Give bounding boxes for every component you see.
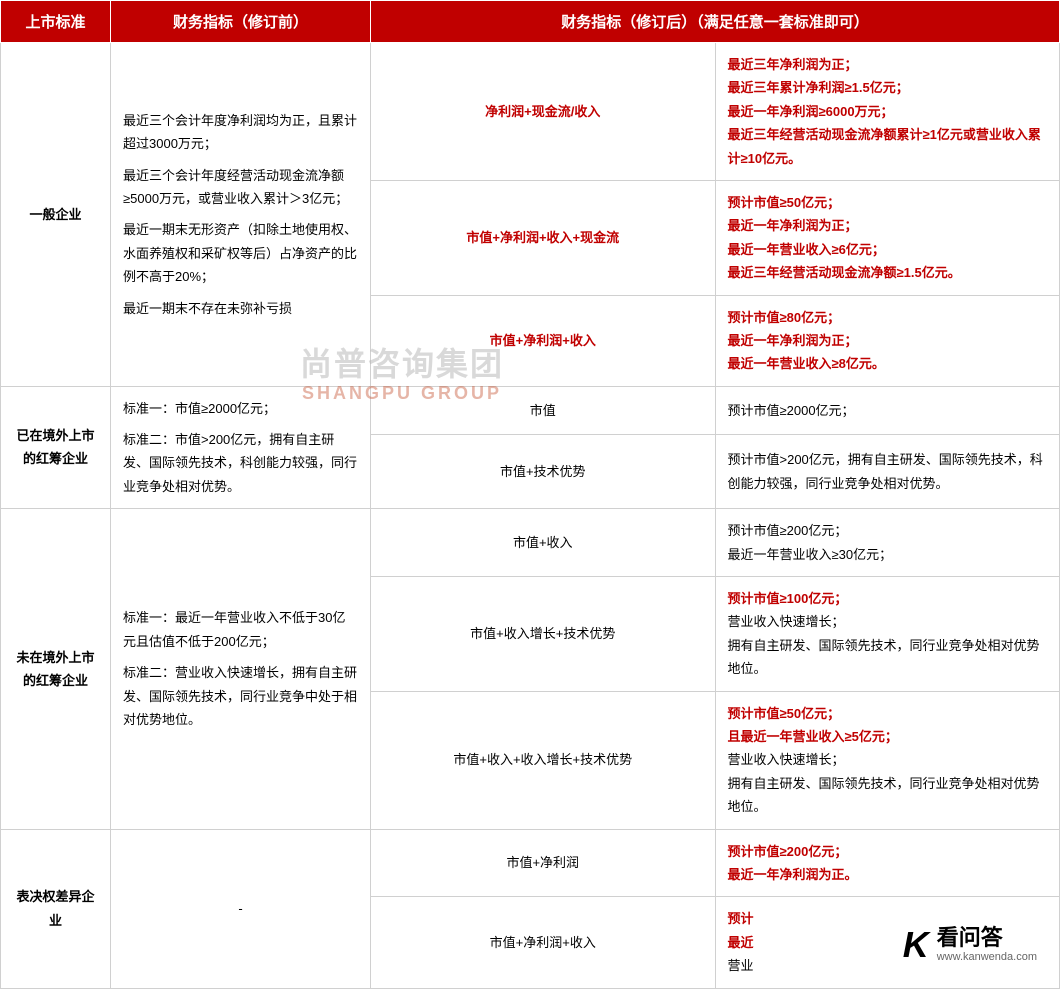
after-detail-cell: 预计市值>200亿元，拥有自主研发、国际领先技术，科创能力较强，同行业竞争处相对… [715, 435, 1060, 509]
after-detail-line: 最近一年营业收入≥30亿元； [728, 543, 1048, 566]
after-detail-line: 预计市值>200亿元，拥有自主研发、国际领先技术，科创能力较强，同行业竞争处相对… [728, 448, 1048, 495]
logo-cn: 看问答 [937, 925, 1037, 951]
logo-corner: K 看问答 www.kanwenda.com [895, 921, 1045, 969]
after-detail-line: 最近三年经营活动现金流净额累计≥1亿元或营业收入累计≥10亿元。 [728, 123, 1048, 170]
before-paragraph: 最近一期末不存在未弥补亏损 [123, 297, 358, 320]
after-type-cell: 市值+收入增长+技术优势 [371, 577, 716, 692]
after-type-cell: 市值+净利润+收入 [371, 897, 716, 988]
before-cell: 标准一：最近一年营业收入不低于30亿元且估值不低于200亿元； 标准二：营业收入快… [111, 509, 371, 829]
after-type-cell: 市值+技术优势 [371, 435, 716, 509]
after-detail-line: 最近三年净利润为正； [728, 53, 1048, 76]
category-cell: 表决权差异企业 [1, 829, 111, 988]
after-detail-cell: 预计市值≥2000亿元； [715, 386, 1060, 435]
table-row: 已在境外上市的红筹企业标准一：市值≥2000亿元；标准二：市值>200亿元，拥有… [1, 386, 1060, 435]
after-detail-line: 预计市值≥200亿元； [728, 840, 1048, 863]
listing-standards-table: 上市标准 财务指标（修订前） 财务指标（修订后）（满足任意一套标准即可） 一般企… [0, 0, 1060, 989]
after-detail-line: 最近一年净利润为正； [728, 214, 1048, 237]
after-detail-line: 最近一年净利润为正。 [728, 863, 1048, 886]
category-cell: 已在境外上市的红筹企业 [1, 386, 111, 509]
after-detail-line: 预计市值≥100亿元； [728, 587, 1048, 610]
logo-url: www.kanwenda.com [937, 951, 1037, 964]
after-detail-line: 预计市值≥80亿元； [728, 306, 1048, 329]
after-type-cell: 净利润+现金流/收入 [371, 43, 716, 181]
table-row: 未在境外上市的红筹企业标准一：最近一年营业收入不低于30亿元且估值不低于200亿… [1, 509, 1060, 577]
after-detail-line: 预计市值≥50亿元； [728, 702, 1048, 725]
before-paragraph: 标准二：营业收入快速增长，拥有自主研发、国际领先技术，同行业竞争中处于相对优势地… [123, 661, 358, 731]
table-header-row: 上市标准 财务指标（修订前） 财务指标（修订后）（满足任意一套标准即可） [1, 1, 1060, 43]
after-type-cell: 市值+收入 [371, 509, 716, 577]
after-type-cell: 市值 [371, 386, 716, 435]
after-detail-line: 且最近一年营业收入≥5亿元； [728, 725, 1048, 748]
after-detail-line: 营业收入快速增长； [728, 748, 1048, 771]
after-detail-cell: 预计市值≥50亿元；最近一年净利润为正；最近一年营业收入≥6亿元；最近三年经营活… [715, 180, 1060, 295]
category-cell: 未在境外上市的红筹企业 [1, 509, 111, 829]
before-paragraph: 最近三个会计年度经营活动现金流净额≥5000万元，或营业收入累计＞3亿元； [123, 164, 358, 211]
before-paragraph: 标准二：市值>200亿元，拥有自主研发、国际领先技术，科创能力较强，同行业竞争处… [123, 428, 358, 498]
after-detail-line: 预计市值≥200亿元； [728, 519, 1048, 542]
after-detail-line: 营业收入快速增长； [728, 610, 1048, 633]
table-row: 一般企业最近三个会计年度净利润均为正，且累计超过3000万元；最近三个会计年度经… [1, 43, 1060, 181]
after-type-cell: 市值+净利润+收入+现金流 [371, 180, 716, 295]
logo-text-box: 看问答 www.kanwenda.com [937, 925, 1037, 965]
header-col1: 上市标准 [1, 1, 111, 43]
before-paragraph: 最近一期末无形资产（扣除土地使用权、水面养殖权和采矿权等后）占净资产的比例不高于… [123, 218, 358, 288]
table-row: 表决权差异企业-市值+净利润预计市值≥200亿元；最近一年净利润为正。 [1, 829, 1060, 897]
before-cell: - [111, 829, 371, 988]
header-col2: 财务指标（修订前） [111, 1, 371, 43]
before-paragraph: 最近三个会计年度净利润均为正，且累计超过3000万元； [123, 109, 358, 156]
before-paragraph: - [123, 897, 358, 920]
after-detail-line: 最近一年净利润≥6000万元； [728, 100, 1048, 123]
after-detail-cell: 预计市值≥50亿元；且最近一年营业收入≥5亿元；营业收入快速增长；拥有自主研发、… [715, 691, 1060, 829]
after-detail-cell: 最近三年净利润为正；最近三年累计净利润≥1.5亿元；最近一年净利润≥6000万元… [715, 43, 1060, 181]
after-detail-cell: 预计市值≥200亿元；最近一年净利润为正。 [715, 829, 1060, 897]
after-detail-line: 预计市值≥50亿元； [728, 191, 1048, 214]
after-detail-line: 最近一年营业收入≥8亿元。 [728, 352, 1048, 375]
logo-k-icon: K [903, 927, 929, 963]
after-detail-line: 最近三年累计净利润≥1.5亿元； [728, 76, 1048, 99]
category-cell: 一般企业 [1, 43, 111, 387]
after-detail-line: 最近一年净利润为正； [728, 329, 1048, 352]
after-type-cell: 市值+净利润 [371, 829, 716, 897]
after-detail-line: 最近一年营业收入≥6亿元； [728, 238, 1048, 261]
after-detail-line: 最近三年经营活动现金流净额≥1.5亿元。 [728, 261, 1048, 284]
before-cell: 标准一：市值≥2000亿元； 标准二：市值>200亿元，拥有自主研发、国际领先技术… [111, 386, 371, 509]
after-detail-line: 拥有自主研发、国际领先技术，同行业竞争处相对优势地位。 [728, 634, 1048, 681]
after-type-cell: 市值+净利润+收入 [371, 295, 716, 386]
after-detail-line: 预计市值≥2000亿元； [728, 399, 1048, 422]
after-detail-line: 拥有自主研发、国际领先技术，同行业竞争处相对优势地位。 [728, 772, 1048, 819]
after-detail-cell: 预计市值≥200亿元；最近一年营业收入≥30亿元； [715, 509, 1060, 577]
before-cell: 最近三个会计年度净利润均为正，且累计超过3000万元； 最近三个会计年度经营活动现… [111, 43, 371, 387]
before-paragraph: 标准一：最近一年营业收入不低于30亿元且估值不低于200亿元； [123, 606, 358, 653]
before-paragraph: 标准一：市值≥2000亿元； [123, 397, 358, 420]
after-type-cell: 市值+收入+收入增长+技术优势 [371, 691, 716, 829]
after-detail-cell: 预计市值≥80亿元；最近一年净利润为正；最近一年营业收入≥8亿元。 [715, 295, 1060, 386]
after-detail-cell: 预计市值≥100亿元；营业收入快速增长；拥有自主研发、国际领先技术，同行业竞争处… [715, 577, 1060, 692]
header-col3: 财务指标（修订后）（满足任意一套标准即可） [371, 1, 1060, 43]
